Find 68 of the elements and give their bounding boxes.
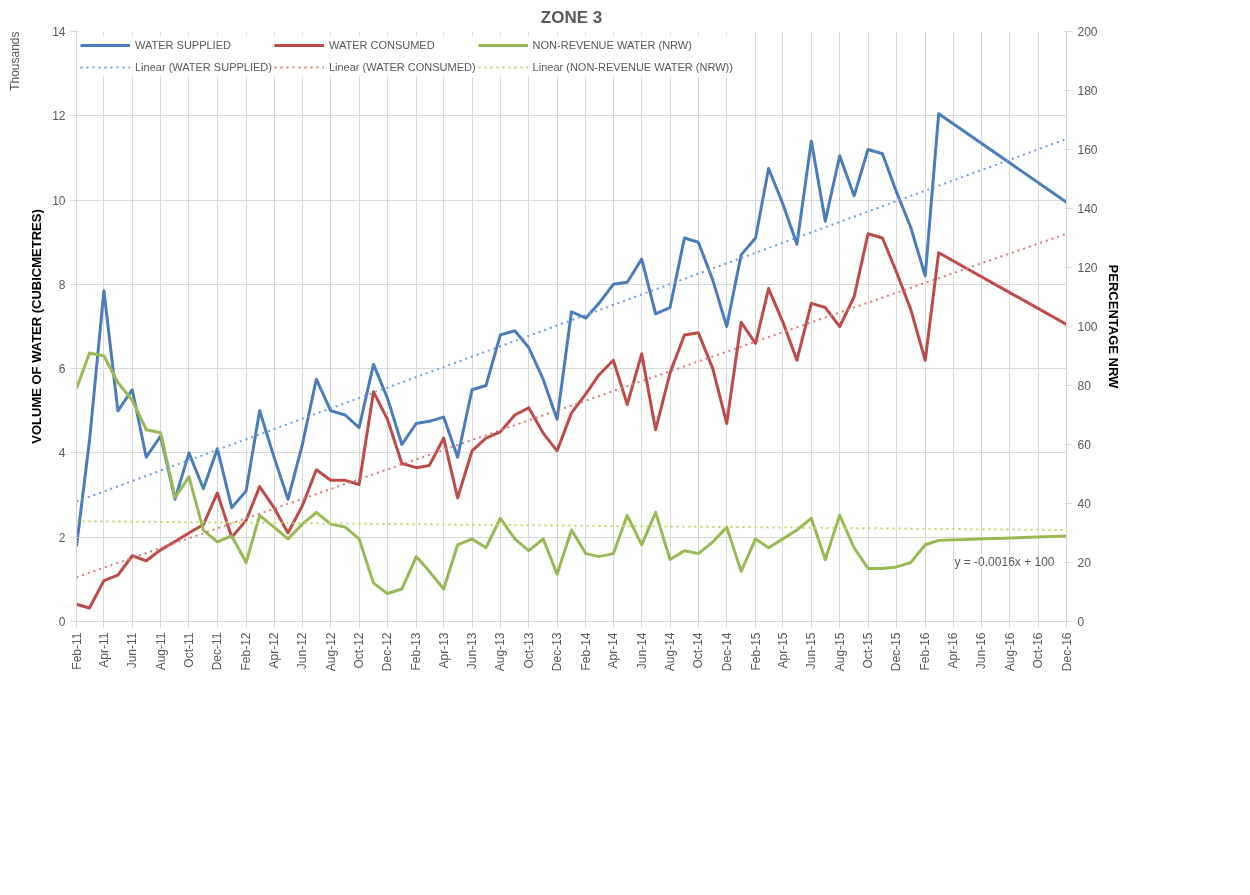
x-tick-label: Jun-11 (125, 632, 140, 669)
y2-tick-label: 0 (1077, 615, 1085, 629)
y2-tick-label: 100 (1077, 320, 1098, 334)
x-tick-label: Apr-11 (96, 632, 111, 668)
y2-axis-title: PERCENTAGE NRW (1105, 264, 1121, 390)
x-tick-label: Oct-11 (181, 632, 196, 668)
legend-label: WATER CONSUMED (328, 39, 435, 51)
x-tick-label: Aug-16 (1002, 632, 1017, 672)
x-tick-label: Dec-13 (550, 632, 565, 672)
chart-title: ZONE 3 (540, 7, 603, 27)
y2-tick-label: 40 (1077, 497, 1092, 511)
legend-label: WATER SUPPLIED (135, 39, 231, 51)
y2-tick-label: 140 (1077, 202, 1098, 216)
y-tick-label: 14 (52, 25, 66, 39)
x-tick-label: Aug-14 (663, 632, 678, 672)
y2-tick-label: 20 (1077, 556, 1092, 570)
y-tick-label: 10 (52, 193, 66, 208)
line-series (76, 351, 1067, 595)
y-tick-label: 12 (52, 109, 66, 124)
x-tick-label: Jun-15 (804, 632, 819, 670)
x-tick-label: Feb-13 (409, 632, 424, 671)
x-tick-label: Jun-16 (974, 632, 989, 670)
y2-tick-label: 160 (1077, 143, 1098, 157)
x-tick-label: Jun-14 (634, 632, 649, 670)
x-tick-label: Apr-14 (606, 632, 621, 669)
annotation: y = -0.0016x + 100 (954, 554, 1055, 569)
x-tick-label: Dec-15 (889, 632, 904, 672)
y-tick-label: 4 (58, 446, 66, 461)
x-tick-label: Oct-16 (1031, 632, 1046, 669)
y2-tick-label: 180 (1077, 84, 1098, 98)
y-tick-label: 6 (58, 362, 66, 377)
line-series (76, 112, 1067, 548)
x-tick-label: Apr-16 (946, 632, 961, 669)
legend-label: NON-REVENUE WATER (NRW) (532, 39, 692, 51)
x-tick-label: Apr-13 (436, 632, 451, 669)
x-tick-label: Feb-12 (239, 632, 254, 671)
x-tick-label: Jun-12 (295, 632, 310, 670)
x-tick-label: Jun-13 (465, 632, 480, 670)
legend-label: Linear (NON-REVENUE WATER (NRW)) (532, 61, 733, 73)
x-tick-label: Dec-14 (719, 632, 734, 672)
x-tick-label: Feb-16 (918, 632, 933, 671)
x-tick-label: Apr-12 (267, 632, 282, 669)
x-tick-label: Apr-15 (775, 632, 790, 669)
x-tick-label: Dec-12 (380, 632, 395, 672)
x-tick-label: Aug-13 (493, 632, 508, 672)
legend-label: Linear (WATER SUPPLIED) (135, 61, 272, 73)
x-tick-label: Aug-11 (153, 632, 168, 671)
x-tick-label: Dec-11 (210, 632, 225, 671)
text: Thousands (7, 31, 22, 91)
y2-tick-label: 60 (1077, 438, 1092, 452)
x-tick-label: Oct-12 (352, 632, 367, 669)
y-tick-label: 2 (58, 530, 66, 545)
y2-tick-label: 80 (1077, 379, 1092, 393)
x-tick-label: Oct-14 (691, 632, 706, 669)
x-tick-label: Feb-14 (578, 632, 593, 671)
y-axis-title: VOLUME OF WATER (CUBICMETRES) (29, 209, 45, 444)
x-tick-label: Oct-15 (861, 632, 876, 669)
x-tick-label: Oct-13 (521, 632, 536, 669)
x-tick-label: Aug-12 (323, 632, 338, 672)
y-tick-label: 8 (58, 277, 66, 292)
y2-tick-label: 120 (1077, 261, 1098, 275)
legend-label: Linear (WATER CONSUMED) (328, 61, 476, 73)
x-tick-label: Feb-15 (748, 632, 763, 671)
x-tick-label: Dec-16 (1059, 632, 1074, 672)
y2-tick-label: 200 (1077, 25, 1098, 39)
x-tick-label: Feb-11 (69, 632, 84, 670)
x-tick-label: Aug-15 (832, 632, 847, 672)
y-tick-label: 0 (58, 615, 66, 629)
